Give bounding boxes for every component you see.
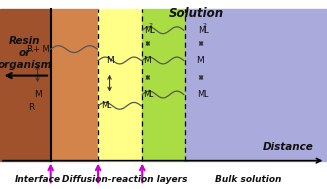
Text: Bulk solution: Bulk solution [215,175,282,184]
Text: M: M [34,90,42,99]
Bar [98,9,142,161]
Text: ʹL: ʹL [202,90,208,99]
Text: Distance: Distance [262,143,313,152]
Text: L: L [203,26,208,35]
Text: Diffusion-reaction layers: Diffusion-reaction layers [61,175,187,184]
Text: + M: + M [33,45,49,54]
Text: ʹL: ʹL [148,90,154,99]
Text: M: M [197,90,204,99]
Text: Interface: Interface [14,175,61,184]
Bar [51,9,98,161]
Text: M: M [198,26,205,35]
Bar [142,9,185,161]
Text: ʹL: ʹL [106,101,112,110]
Text: M: M [143,56,151,65]
Text: 2: 2 [203,23,207,28]
Text: L: L [149,26,154,35]
Text: M: M [143,90,150,99]
Text: Resin
or
organism: Resin or organism [0,36,52,70]
Text: R: R [26,45,32,54]
Bar [0,9,51,161]
Text: 2: 2 [149,23,153,28]
Text: M: M [101,101,108,110]
Text: M: M [106,56,113,65]
Text: R: R [28,103,35,112]
Bar [185,9,327,161]
Text: M: M [144,26,151,35]
Text: Solution: Solution [169,7,224,20]
Text: M: M [196,56,204,65]
